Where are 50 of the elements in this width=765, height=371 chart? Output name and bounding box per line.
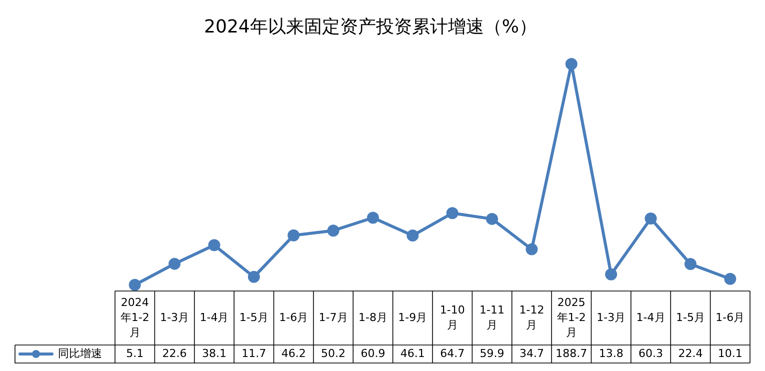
- data-label: 64.7: [440, 346, 465, 360]
- x-tick-label: 1-12月: [519, 303, 544, 332]
- data-label: 60.3: [638, 346, 664, 360]
- x-tick-label: 1-3月: [596, 310, 626, 324]
- x-tick-label: 1-4月: [200, 310, 229, 324]
- data-label: 50.2: [321, 346, 346, 360]
- x-tick-label: 1-6月: [716, 310, 745, 324]
- data-label: 22.4: [678, 346, 703, 360]
- point: [526, 243, 538, 256]
- data-label: 11.7: [242, 346, 266, 360]
- data-label: 5.1: [126, 346, 144, 360]
- point: [684, 258, 696, 270]
- point: [288, 229, 300, 242]
- point: [644, 212, 657, 224]
- point: [128, 278, 141, 291]
- point: [605, 268, 618, 280]
- x-tick-label: 2025年1-2月: [556, 296, 586, 339]
- x-tick-label: 1-9月: [398, 310, 428, 324]
- x-tick-label: 1-3月: [160, 310, 190, 324]
- x-tick-label: 2024年1-2月: [120, 296, 150, 339]
- point: [406, 230, 419, 242]
- point: [168, 258, 181, 270]
- point: [248, 270, 260, 283]
- x-tick-label: 1-11月: [480, 303, 505, 332]
- x-tick-label: 1-5月: [239, 310, 268, 324]
- point: [446, 207, 458, 220]
- data-label: 46.1: [400, 346, 425, 360]
- x-tick-label: 1-7月: [318, 310, 348, 324]
- data-label: 60.9: [360, 346, 386, 360]
- data-label: 46.2: [281, 346, 306, 360]
- data-label: 34.7: [519, 346, 544, 360]
- data-label: 59.9: [480, 346, 504, 360]
- point: [565, 58, 578, 70]
- data-label: 13.8: [598, 346, 624, 360]
- point: [208, 239, 220, 252]
- point: [486, 212, 498, 225]
- point: [327, 224, 340, 237]
- x-tick-label: 1-8月: [358, 310, 388, 324]
- x-tick-label: 1-5月: [676, 310, 705, 324]
- data-label: 10.1: [718, 346, 742, 360]
- x-tick-label: 1-6月: [279, 310, 308, 324]
- x-tick-label: 1-4月: [636, 310, 666, 324]
- point: [724, 272, 736, 285]
- data-label: 22.6: [162, 346, 187, 360]
- chart-title: 2024年以来固定资产投资累计增速（%）: [204, 16, 537, 38]
- legend-label: 同比增速: [58, 346, 102, 360]
- x-tick-label: 1-10月: [440, 303, 465, 332]
- data-label: 38.1: [202, 346, 226, 360]
- data-label: 188.7: [556, 346, 588, 360]
- point: [366, 212, 379, 224]
